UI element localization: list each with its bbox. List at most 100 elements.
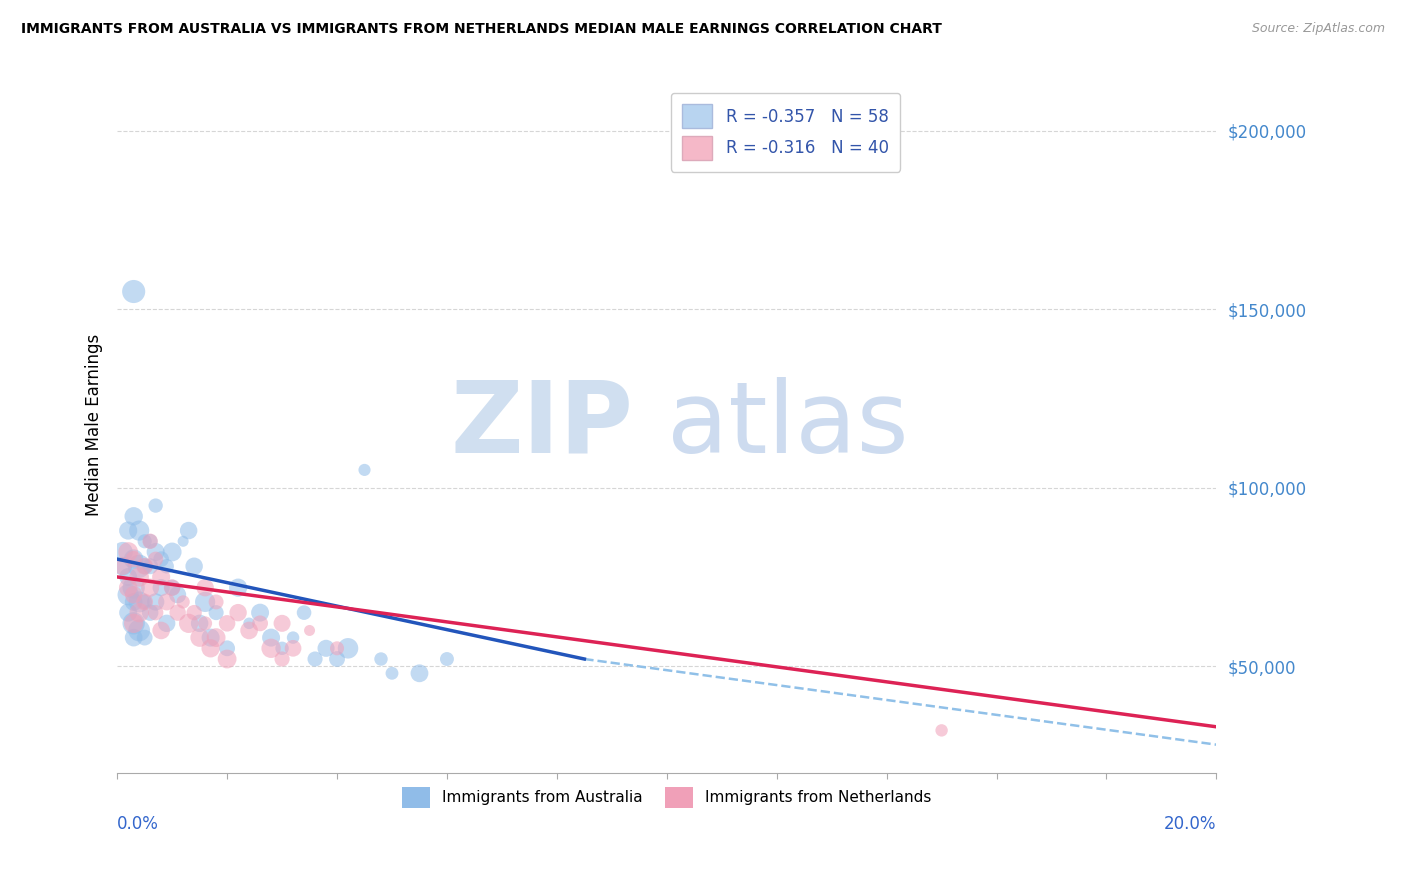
Point bbox=[150, 624, 173, 638]
Point bbox=[139, 606, 162, 620]
Point bbox=[166, 606, 188, 620]
Point bbox=[156, 595, 179, 609]
Point bbox=[156, 616, 179, 631]
Point bbox=[326, 652, 349, 666]
Point bbox=[122, 509, 145, 524]
Point bbox=[436, 652, 458, 666]
Point bbox=[249, 606, 271, 620]
Point bbox=[226, 606, 249, 620]
Point bbox=[122, 285, 145, 299]
Point bbox=[117, 581, 139, 595]
Point bbox=[238, 624, 260, 638]
Point bbox=[194, 595, 217, 609]
Point bbox=[205, 595, 228, 609]
Point bbox=[381, 666, 404, 681]
Point bbox=[260, 631, 283, 645]
Point bbox=[188, 631, 211, 645]
Point bbox=[160, 581, 183, 595]
Point bbox=[117, 606, 139, 620]
Point bbox=[188, 616, 211, 631]
Text: atlas: atlas bbox=[666, 376, 908, 474]
Legend: Immigrants from Australia, Immigrants from Netherlands: Immigrants from Australia, Immigrants fr… bbox=[396, 780, 938, 814]
Point bbox=[122, 616, 145, 631]
Point bbox=[217, 652, 239, 666]
Point bbox=[117, 588, 139, 602]
Y-axis label: Median Male Earnings: Median Male Earnings bbox=[86, 334, 103, 516]
Point bbox=[122, 552, 145, 566]
Point bbox=[117, 545, 139, 559]
Point bbox=[226, 581, 249, 595]
Point bbox=[271, 652, 294, 666]
Point bbox=[128, 595, 150, 609]
Point bbox=[200, 641, 222, 656]
Point bbox=[205, 631, 228, 645]
Point bbox=[326, 641, 349, 656]
Point bbox=[111, 559, 134, 574]
Point bbox=[122, 616, 145, 631]
Point bbox=[139, 581, 162, 595]
Point bbox=[145, 499, 167, 513]
Point bbox=[134, 559, 156, 574]
Point bbox=[200, 631, 222, 645]
Point bbox=[145, 595, 167, 609]
Point bbox=[134, 631, 156, 645]
Point bbox=[128, 624, 150, 638]
Point bbox=[122, 595, 145, 609]
Point bbox=[150, 570, 173, 584]
Point bbox=[217, 616, 239, 631]
Point bbox=[128, 559, 150, 574]
Point bbox=[370, 652, 392, 666]
Point bbox=[194, 616, 217, 631]
Point bbox=[111, 545, 134, 559]
Point bbox=[315, 641, 337, 656]
Point bbox=[337, 641, 360, 656]
Point bbox=[177, 616, 200, 631]
Point bbox=[134, 534, 156, 549]
Point bbox=[139, 559, 162, 574]
Point bbox=[172, 595, 194, 609]
Point bbox=[260, 641, 283, 656]
Point bbox=[160, 581, 183, 595]
Point bbox=[249, 616, 271, 631]
Point bbox=[353, 463, 375, 477]
Point bbox=[117, 570, 139, 584]
Point bbox=[150, 552, 173, 566]
Point bbox=[281, 641, 304, 656]
Point bbox=[134, 595, 156, 609]
Point bbox=[122, 588, 145, 602]
Point bbox=[122, 581, 145, 595]
Point bbox=[156, 559, 179, 574]
Point bbox=[271, 616, 294, 631]
Point bbox=[183, 559, 205, 574]
Point bbox=[292, 606, 315, 620]
Text: ZIP: ZIP bbox=[451, 376, 634, 474]
Point bbox=[166, 588, 188, 602]
Point bbox=[145, 606, 167, 620]
Point bbox=[111, 559, 134, 574]
Point bbox=[238, 616, 260, 631]
Point bbox=[139, 534, 162, 549]
Point bbox=[128, 524, 150, 538]
Point bbox=[931, 723, 953, 738]
Text: 0.0%: 0.0% bbox=[117, 815, 159, 833]
Point bbox=[271, 641, 294, 656]
Text: IMMIGRANTS FROM AUSTRALIA VS IMMIGRANTS FROM NETHERLANDS MEDIAN MALE EARNINGS CO: IMMIGRANTS FROM AUSTRALIA VS IMMIGRANTS … bbox=[21, 22, 942, 37]
Point bbox=[134, 595, 156, 609]
Point bbox=[145, 552, 167, 566]
Point bbox=[217, 641, 239, 656]
Point bbox=[139, 534, 162, 549]
Point bbox=[128, 606, 150, 620]
Point bbox=[304, 652, 326, 666]
Point bbox=[134, 559, 156, 574]
Point bbox=[298, 624, 321, 638]
Point bbox=[408, 666, 430, 681]
Point bbox=[172, 534, 194, 549]
Point bbox=[194, 581, 217, 595]
Point bbox=[128, 570, 150, 584]
Point bbox=[177, 524, 200, 538]
Point bbox=[145, 545, 167, 559]
Point bbox=[122, 631, 145, 645]
Point bbox=[122, 552, 145, 566]
Point bbox=[150, 581, 173, 595]
Point bbox=[281, 631, 304, 645]
